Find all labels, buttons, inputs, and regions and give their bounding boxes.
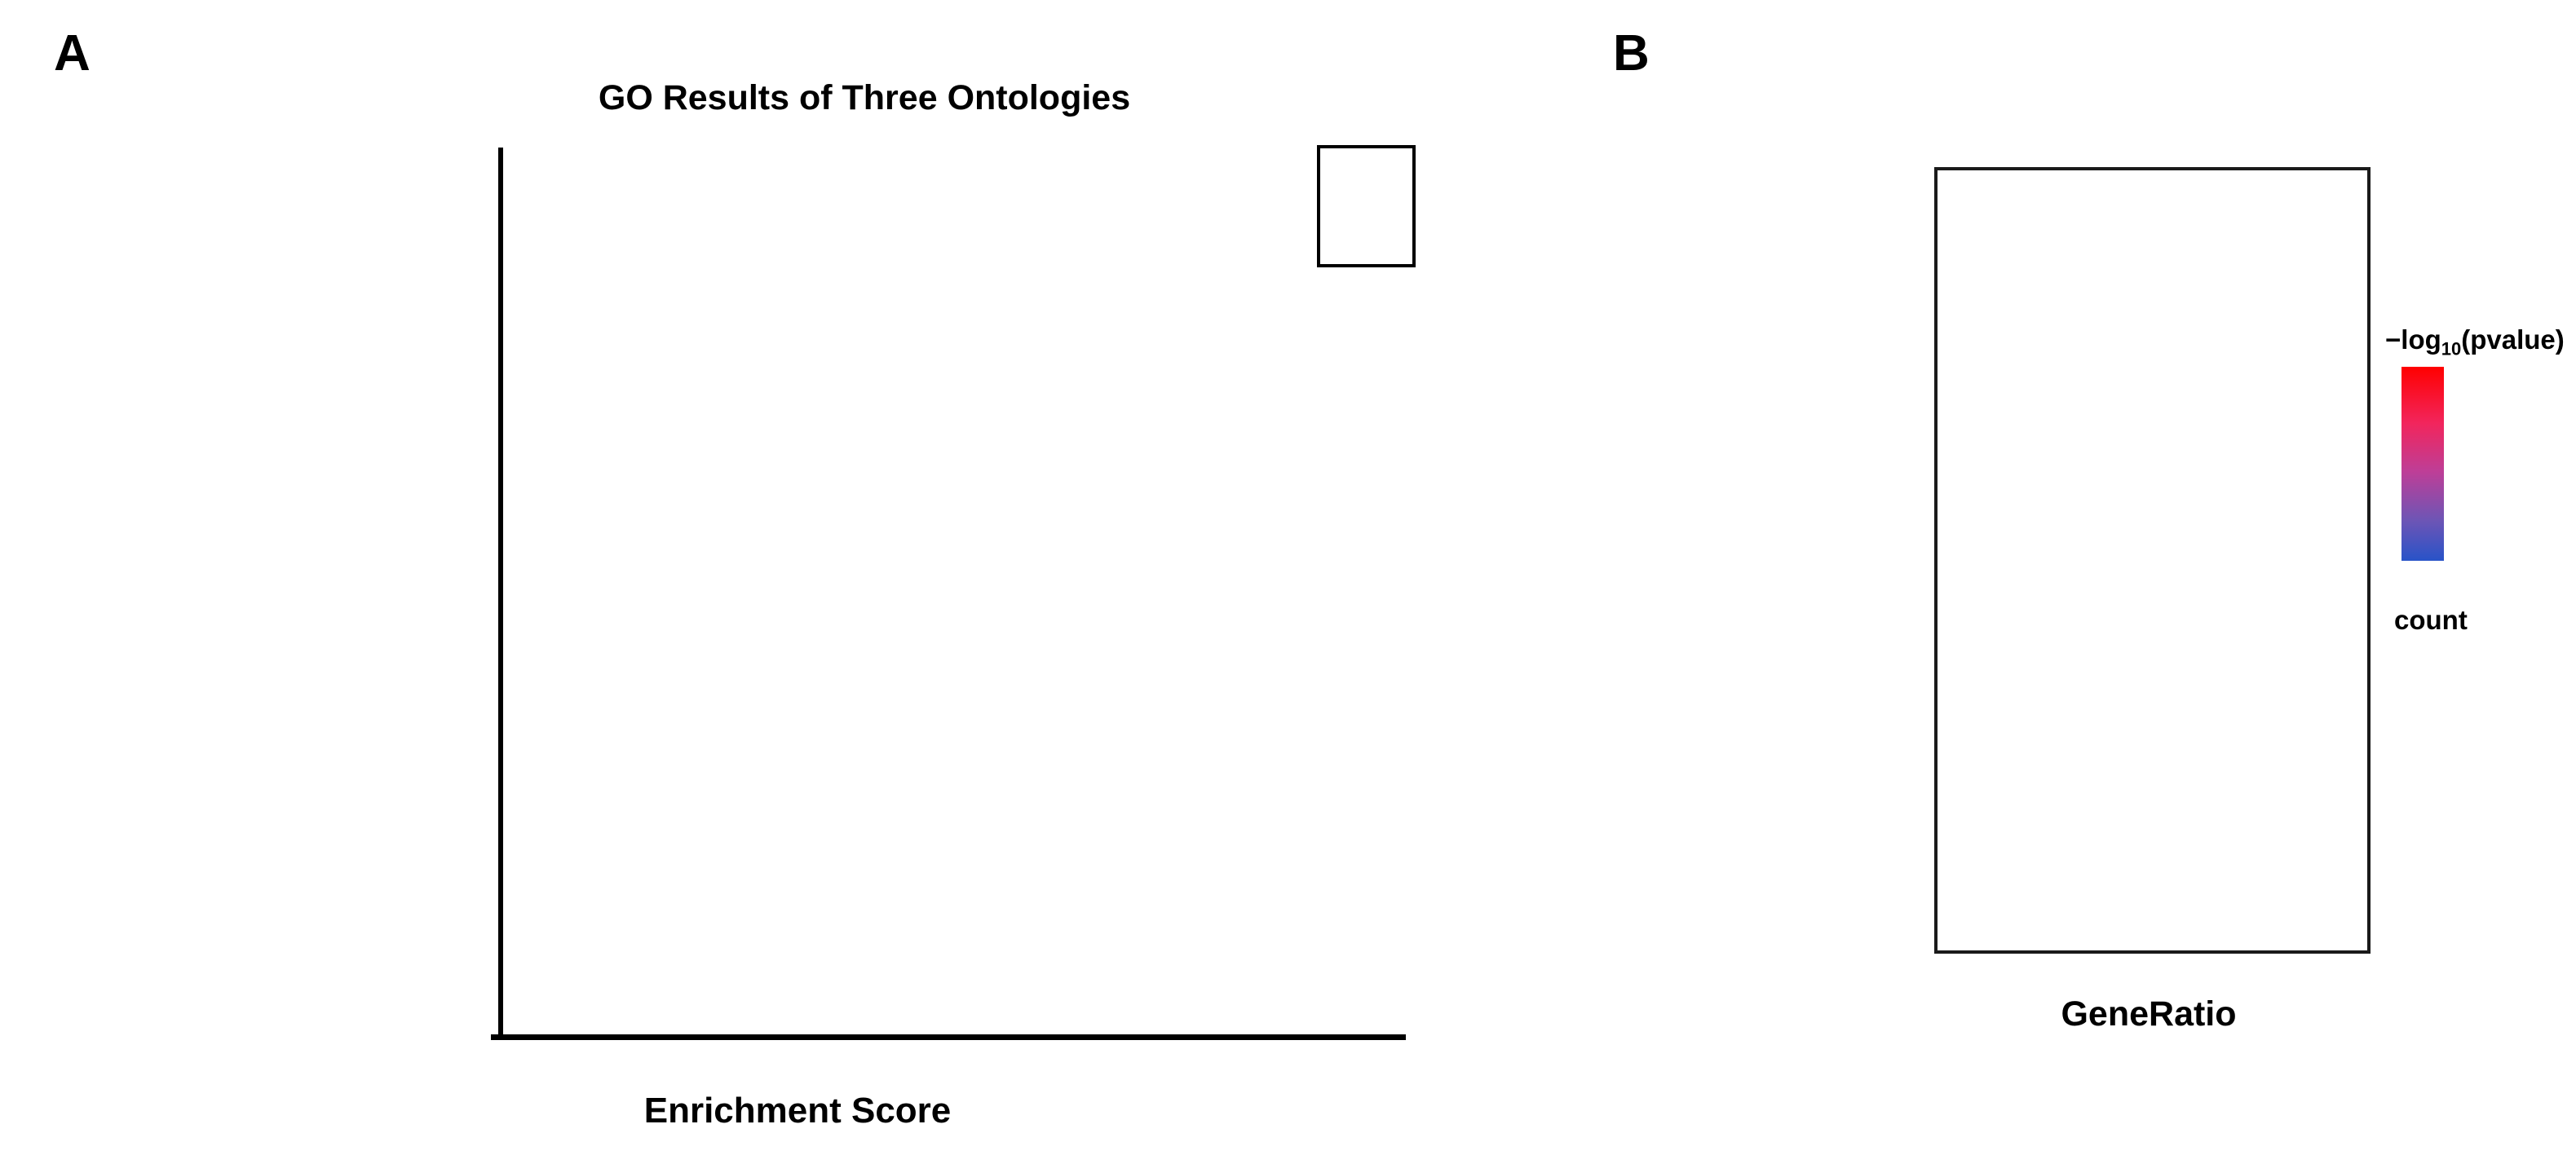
count-legend-title: count — [2394, 605, 2468, 635]
pvalue-colorbar — [2401, 367, 2444, 561]
pvalue-legend-title-suffix: (pvalue) — [2461, 324, 2565, 355]
panel-a-x-axis — [491, 1034, 1406, 1040]
panel-b-x-axis-label: GeneRatio — [2061, 994, 2237, 1034]
panel-a-legend — [1317, 145, 1416, 267]
panel-a-tag: A — [54, 25, 91, 82]
panel-b-tag: B — [1613, 25, 1650, 82]
pvalue-legend-title-prefix: −log — [2385, 324, 2441, 355]
panel-a-y-axis — [498, 148, 503, 1038]
panel-a-title: GO Results of Three Ontologies — [598, 78, 1131, 117]
pvalue-legend-title: −log10(pvalue) — [2385, 324, 2565, 360]
panel-a-x-axis-label: Enrichment Score — [643, 1091, 952, 1131]
pvalue-legend-title-sub: 10 — [2441, 338, 2462, 359]
panel-b-plot-box — [1934, 167, 2371, 954]
